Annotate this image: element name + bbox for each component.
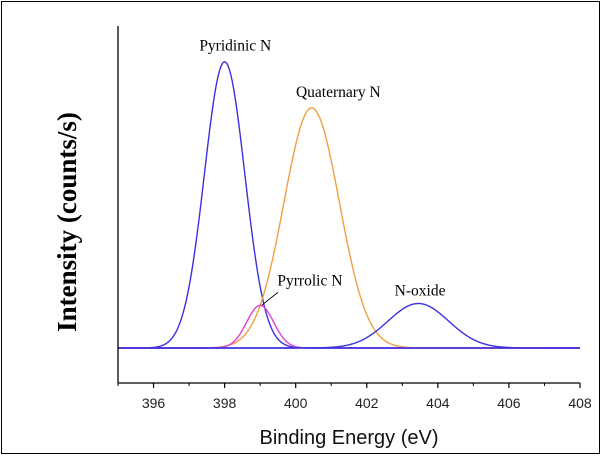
curves-layer — [118, 61, 580, 349]
x-axis-label: Binding Energy (eV) — [260, 427, 439, 449]
x-tick-label: 400 — [284, 395, 308, 411]
curve-quaternary-n — [118, 107, 580, 349]
label-pyrrolic-n: Pyrrolic N — [277, 273, 342, 290]
label-n-oxide: N-oxide — [395, 283, 446, 300]
x-tick-label: 402 — [355, 395, 379, 411]
x-tick-label: 408 — [568, 395, 592, 411]
x-tick-label: 398 — [213, 395, 237, 411]
x-tick-label: 404 — [426, 395, 450, 411]
label-quaternary-n: Quaternary N — [296, 84, 381, 101]
curve-n-oxide — [118, 302, 580, 349]
label-pyridinic-n: Pyridinic N — [199, 38, 271, 55]
axes — [117, 26, 580, 384]
peak-annotations: Pyridinic N Quaternary N Pyrrolic N N-oxide — [199, 38, 446, 306]
pyrrolic-pointer-line — [261, 291, 279, 306]
x-tick-label: 396 — [142, 395, 166, 411]
x-ticks: 396 398 400 402 404 406 408 — [117, 383, 592, 411]
y-axis-label: Intensity (counts/s) — [52, 112, 82, 332]
curve-pyridinic-n — [118, 61, 580, 349]
curve-pyrrolic-n — [118, 304, 580, 349]
x-tick-label: 406 — [497, 395, 521, 411]
